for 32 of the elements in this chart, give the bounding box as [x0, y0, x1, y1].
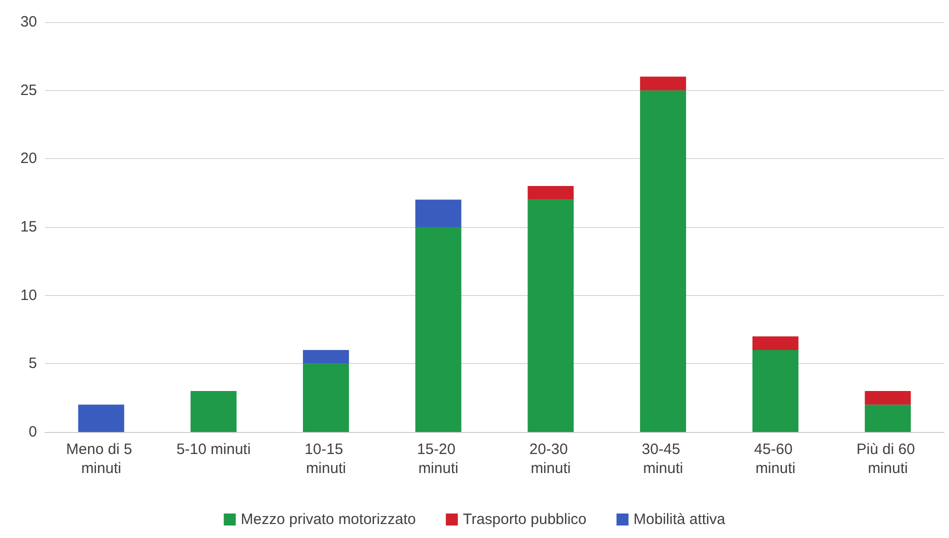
y-tick-label: 20 — [20, 150, 37, 168]
bar — [78, 404, 124, 432]
bar — [752, 336, 798, 350]
legend-label: Mobilità attiva — [634, 511, 726, 528]
y-tick-label: 0 — [28, 424, 37, 440]
bar — [302, 364, 349, 432]
y-tick-label: 10 — [20, 286, 37, 304]
x-tick-label: Più di 60 minuti — [856, 441, 920, 477]
x-tick-label: Meno di 5 minuti — [66, 441, 136, 477]
bar — [528, 200, 574, 432]
bar — [302, 350, 349, 364]
x-tick-label: 10-15 minuti — [304, 441, 348, 477]
bar — [640, 76, 686, 90]
bar — [415, 200, 462, 227]
bar — [864, 404, 911, 432]
bar — [640, 90, 686, 432]
y-tick-label: 5 — [28, 355, 37, 372]
y-tick-label: 25 — [20, 82, 37, 99]
x-tick-label: 15-20 minuti — [417, 441, 460, 477]
bar — [190, 391, 237, 432]
x-tick-label: 45-60 minuti — [754, 441, 797, 477]
legend-label: Mezzo privato motorizzato — [240, 511, 416, 528]
x-tick-label: 5-10 minuti — [176, 441, 251, 458]
legend-label: Trasporto pubblico — [462, 511, 587, 528]
bar — [528, 186, 574, 200]
y-tick-label: 30 — [20, 14, 37, 30]
y-tick-label: 15 — [20, 218, 37, 236]
bar — [752, 350, 798, 432]
bar — [864, 391, 911, 405]
bar — [415, 227, 462, 432]
x-tick-label: 20-30 minuti — [529, 441, 572, 477]
x-tick-label: 30-45 minuti — [642, 441, 684, 477]
